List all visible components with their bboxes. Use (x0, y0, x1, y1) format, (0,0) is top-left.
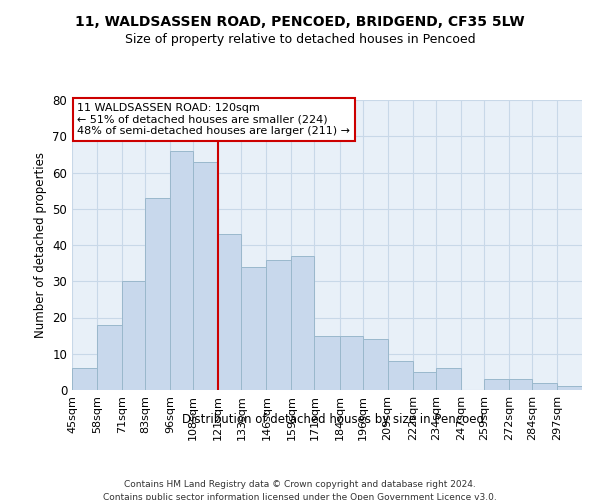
Bar (388, 361, 413, 390)
Text: 11 WALDSASSEN ROAD: 120sqm
← 51% of detached houses are smaller (224)
48% of sem: 11 WALDSASSEN ROAD: 120sqm ← 51% of deta… (77, 103, 350, 136)
Bar (484, 379, 509, 390)
Bar (532, 383, 557, 390)
Text: Distribution of detached houses by size in Pencoed: Distribution of detached houses by size … (182, 412, 484, 426)
Bar (145, 198, 170, 390)
Bar (509, 379, 532, 390)
Bar (557, 386, 582, 390)
Text: 11, WALDSASSEN ROAD, PENCOED, BRIDGEND, CF35 5LW: 11, WALDSASSEN ROAD, PENCOED, BRIDGEND, … (75, 15, 525, 29)
Bar (266, 260, 292, 390)
Bar (314, 336, 340, 390)
Bar (122, 281, 145, 390)
Bar (193, 162, 218, 390)
Text: Contains HM Land Registry data © Crown copyright and database right 2024.: Contains HM Land Registry data © Crown c… (124, 480, 476, 489)
Bar (362, 339, 388, 390)
Bar (413, 372, 436, 390)
Bar (241, 267, 266, 390)
Bar (340, 336, 362, 390)
Text: Size of property relative to detached houses in Pencoed: Size of property relative to detached ho… (125, 32, 475, 46)
Bar (292, 256, 314, 390)
Bar (170, 151, 193, 390)
Bar (218, 234, 241, 390)
Text: Contains public sector information licensed under the Open Government Licence v3: Contains public sector information licen… (103, 492, 497, 500)
Bar (97, 325, 122, 390)
Bar (72, 368, 97, 390)
Y-axis label: Number of detached properties: Number of detached properties (34, 152, 47, 338)
Bar (436, 368, 461, 390)
